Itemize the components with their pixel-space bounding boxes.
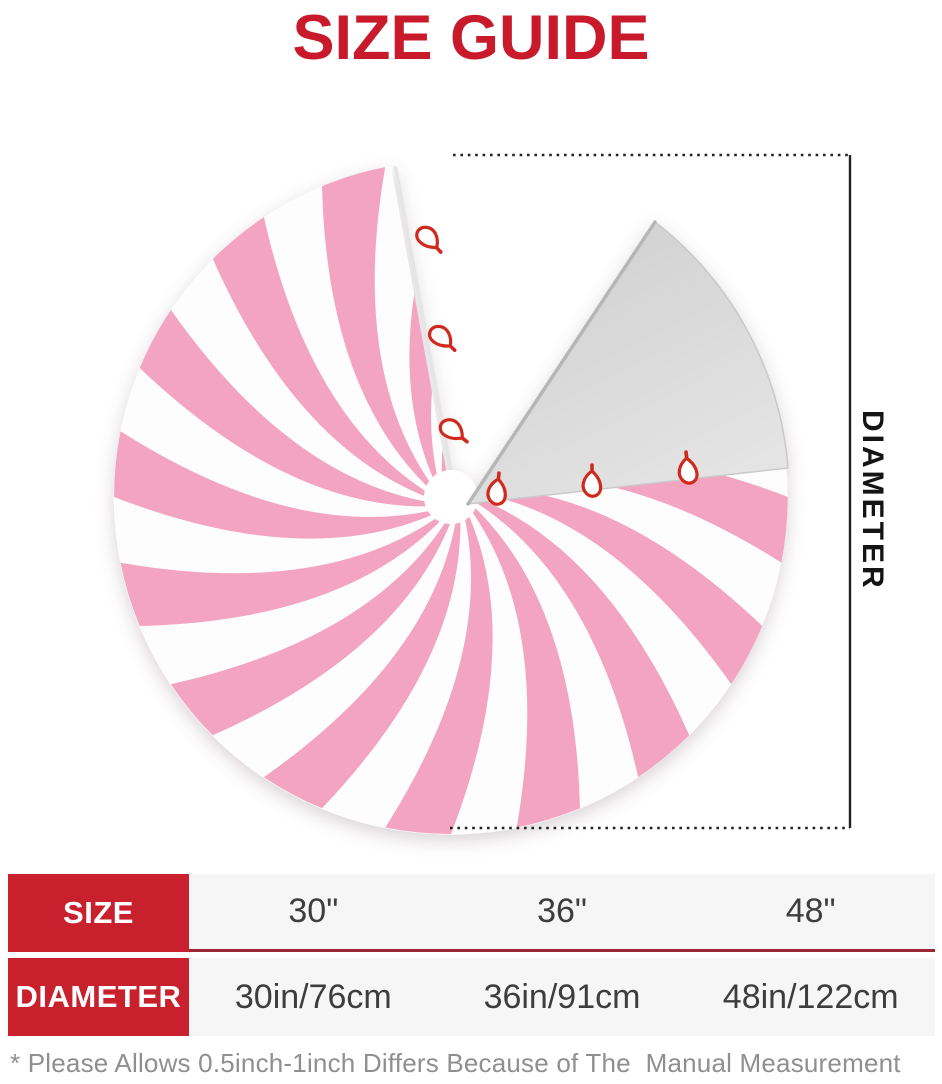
table-header-cell: SIZE	[8, 874, 189, 952]
swirl-arm	[120, 514, 445, 626]
tie-loop	[415, 225, 443, 254]
table-header-cell: DIAMETER	[8, 958, 189, 1036]
swirl-arm	[468, 503, 580, 828]
tree-skirt	[113, 166, 789, 835]
swirl-arm	[470, 495, 690, 778]
wedge-edge-shadow	[466, 220, 657, 506]
table-value-cell: 36"	[537, 892, 587, 930]
diameter-label: DIAMETER	[856, 409, 889, 591]
tie-loop	[427, 324, 457, 352]
page-title: SIZE GUIDE	[292, 3, 650, 73]
swirl-arm	[263, 514, 461, 809]
tie-loop	[581, 463, 603, 498]
size-table: SIZE 30" 36" 48" DIAMETER 30in/76cm 36in/91cm 4…	[8, 874, 935, 1042]
swirl-arm	[463, 455, 788, 563]
tie-loop	[486, 471, 507, 506]
table-value-cell: 36in/91cm	[483, 977, 641, 1016]
swirl-arm	[468, 487, 763, 685]
swirl-arm	[212, 216, 432, 499]
tree-skirt-diagram	[113, 153, 852, 835]
table-value-cell: 48"	[785, 892, 836, 930]
swirl-arm	[385, 509, 493, 834]
tie-loop	[677, 450, 699, 485]
swirl-arm	[114, 431, 439, 539]
table-value-cell: 48in/122cm	[722, 977, 899, 1016]
swirl-arm	[322, 166, 434, 491]
trunk-hole	[424, 470, 478, 524]
table-value-cell: 30"	[288, 892, 339, 930]
tie-loops	[415, 225, 699, 506]
slit-edge-shadow	[393, 166, 457, 496]
folded-flap-wedge	[466, 220, 789, 505]
tie-loop	[438, 418, 469, 444]
table-row: SIZE 30" 36" 48"	[8, 874, 935, 952]
table-row: DIAMETER 30in/76cm 36in/91cm 48in/122cm	[8, 958, 935, 1036]
footnote: * Please Allows 0.5inch-1inch Differs Be…	[10, 1048, 901, 1078]
swirl-arm	[170, 516, 453, 736]
table-value-cell: 30in/76cm	[234, 977, 392, 1016]
diameter-measurement	[450, 153, 852, 830]
swirl-arm	[139, 309, 434, 507]
